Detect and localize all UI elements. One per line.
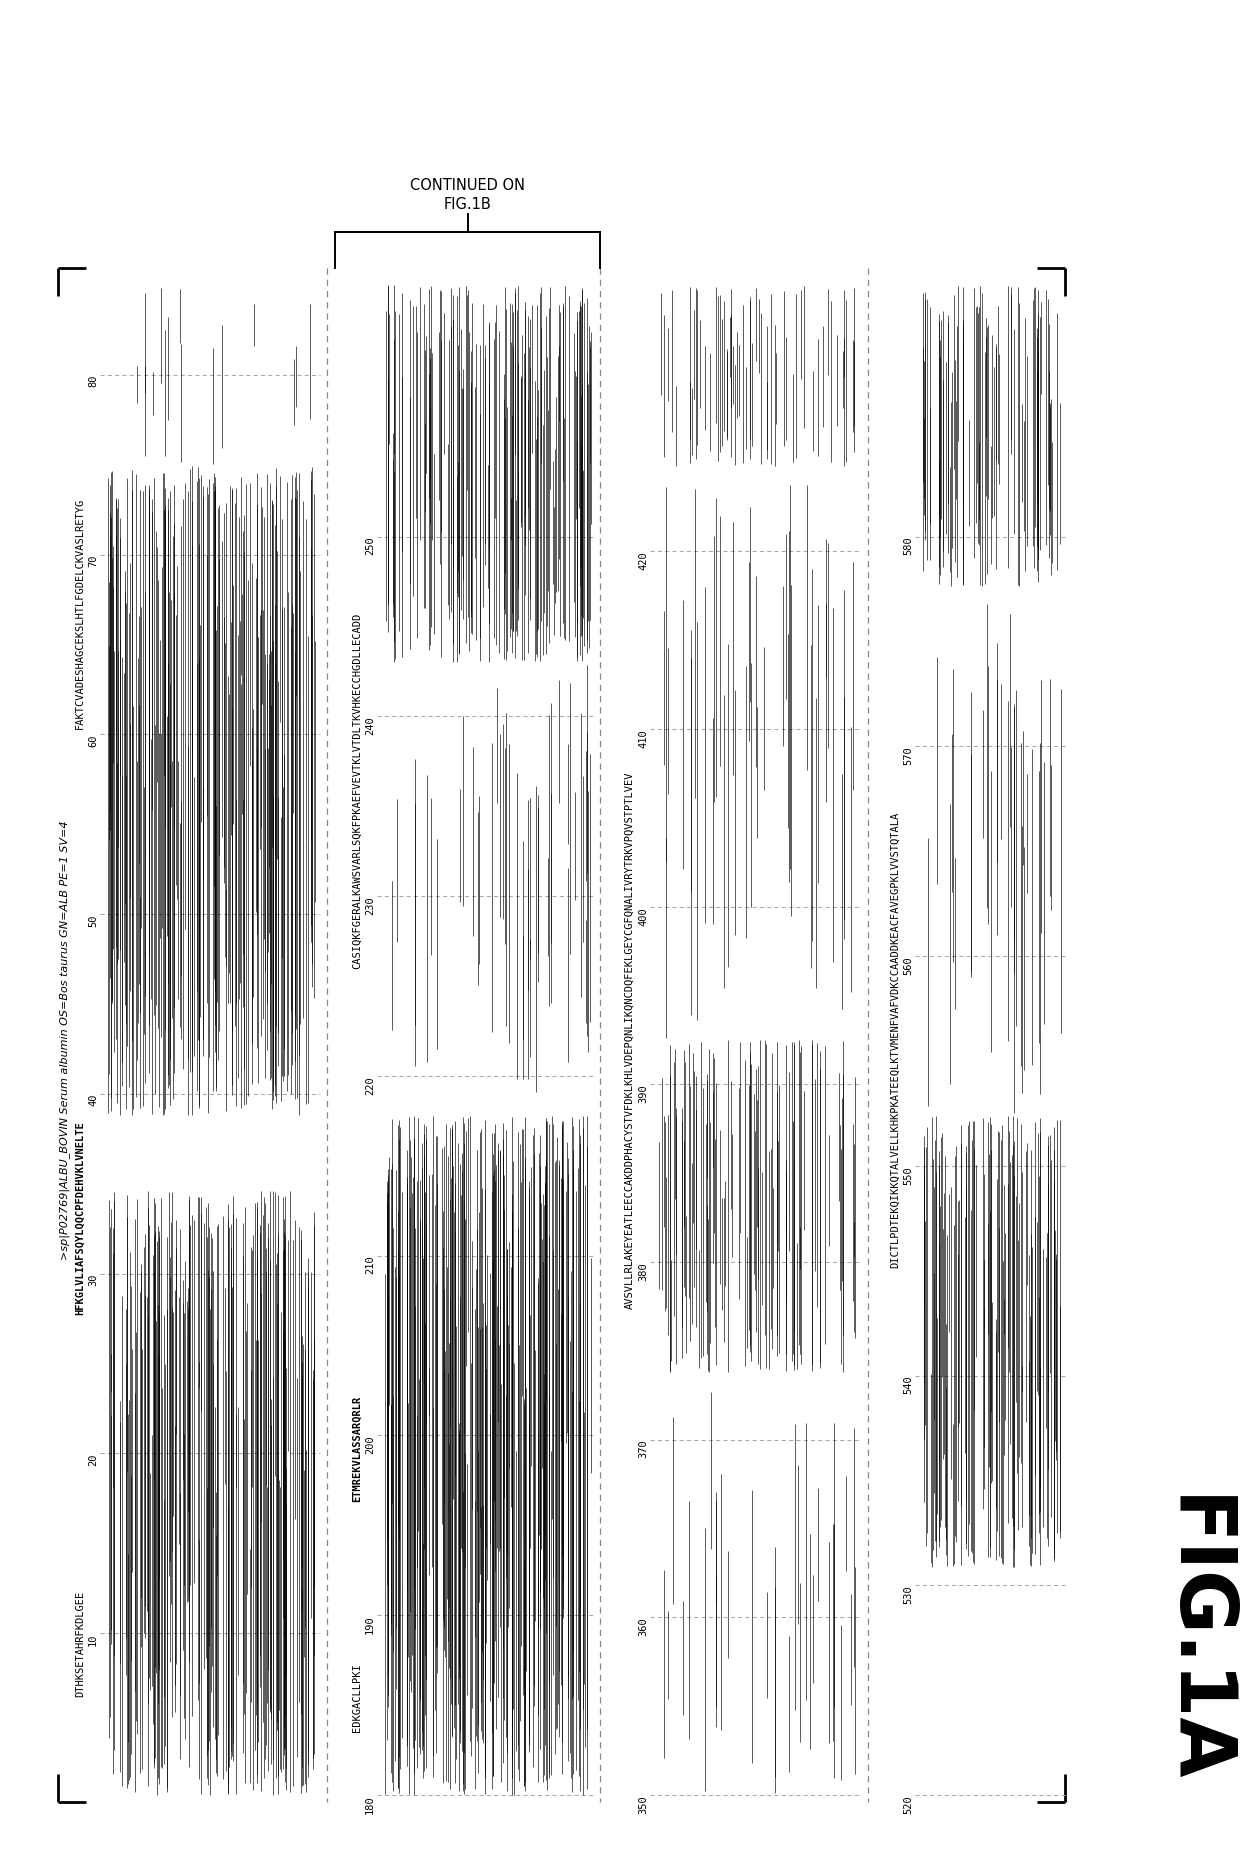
Text: 250: 250 (365, 537, 374, 556)
Text: 530: 530 (903, 1585, 913, 1603)
Text: 220: 220 (365, 1076, 374, 1095)
Text: 180: 180 (365, 1794, 374, 1813)
Text: 580: 580 (903, 537, 913, 556)
Text: 360: 360 (639, 1617, 649, 1635)
Text: 540: 540 (903, 1375, 913, 1394)
Text: 10: 10 (88, 1633, 98, 1646)
Text: EDKGACLLPKI: EDKGACLLPKI (352, 1663, 362, 1733)
Text: 230: 230 (365, 896, 374, 915)
Text: 420: 420 (639, 552, 649, 571)
Text: HFKGLVLIAFSQYLQQCPFDEHVKLVNELTE: HFKGLVLIAFSQYLQQCPFDEHVKLVNELTE (74, 1121, 86, 1315)
Text: 200: 200 (365, 1435, 374, 1454)
Text: 30: 30 (88, 1274, 98, 1285)
Text: FAKTCVADESHAGCEKSLHTLFGDELCKVASLRETYG: FAKTCVADESHAGCEKSLHTLFGDELCKVASLRETYG (74, 498, 86, 730)
Text: 410: 410 (639, 730, 649, 748)
Text: 80: 80 (88, 374, 98, 387)
Text: 550: 550 (903, 1166, 913, 1184)
Text: 570: 570 (903, 747, 913, 765)
Text: 60: 60 (88, 735, 98, 747)
Text: 370: 370 (639, 1439, 649, 1459)
Text: 190: 190 (365, 1615, 374, 1633)
Text: 400: 400 (639, 907, 649, 926)
Text: DICTLPDTEKQIKKQTALVELLKHKPKATEEQLKTVMENFVAFVDKCCAADDKEACFAVEGPKLVVSTQTALA: DICTLPDTEKQIKKQTALVELLKHKPKATEEQLKTVMENF… (890, 812, 900, 1269)
Text: 20: 20 (88, 1454, 98, 1467)
Text: FIG.1A: FIG.1A (1157, 1495, 1233, 1785)
Text: DTHKSETAHRFKDLGEE: DTHKSETAHRFKDLGEE (74, 1590, 86, 1697)
Text: AVSVLLRLAKEYEATLEECCAKDDPHACYSTVFDKLKHLVDEPQNLIKQNCDQFEKLGEYCGFQNALIVRYTRKVPQVST: AVSVLLRLAKEYEATLEECCAKDDPHACYSTVFDKLKHLV… (625, 771, 635, 1308)
Text: 520: 520 (903, 1794, 913, 1813)
Text: 50: 50 (88, 915, 98, 926)
Text: 210: 210 (365, 1255, 374, 1274)
Text: 70: 70 (88, 554, 98, 567)
Text: CASIQKFGERALKAWSVARLSQKFPKAEFVEVTKLVTDLTKVHKECCHGDLLECADD: CASIQKFGERALKAWSVARLSQKFPKAEFVEVTKLVTDLT… (352, 614, 362, 969)
Text: 350: 350 (639, 1794, 649, 1813)
Text: 390: 390 (639, 1085, 649, 1104)
Text: ETMREKVLASSARQRLR: ETMREKVLASSARQRLR (352, 1396, 362, 1502)
Text: 240: 240 (365, 717, 374, 735)
Text: 40: 40 (88, 1095, 98, 1106)
Text: CONTINUED ON
FIG.1B: CONTINUED ON FIG.1B (410, 178, 525, 211)
Text: 380: 380 (639, 1263, 649, 1282)
Text: 560: 560 (903, 956, 913, 975)
Text: >sp|P02769|ALBU_BOVIN Serum albumin OS=Bos taurus GN=ALB PE=1 SV=4: >sp|P02769|ALBU_BOVIN Serum albumin OS=B… (60, 819, 71, 1259)
